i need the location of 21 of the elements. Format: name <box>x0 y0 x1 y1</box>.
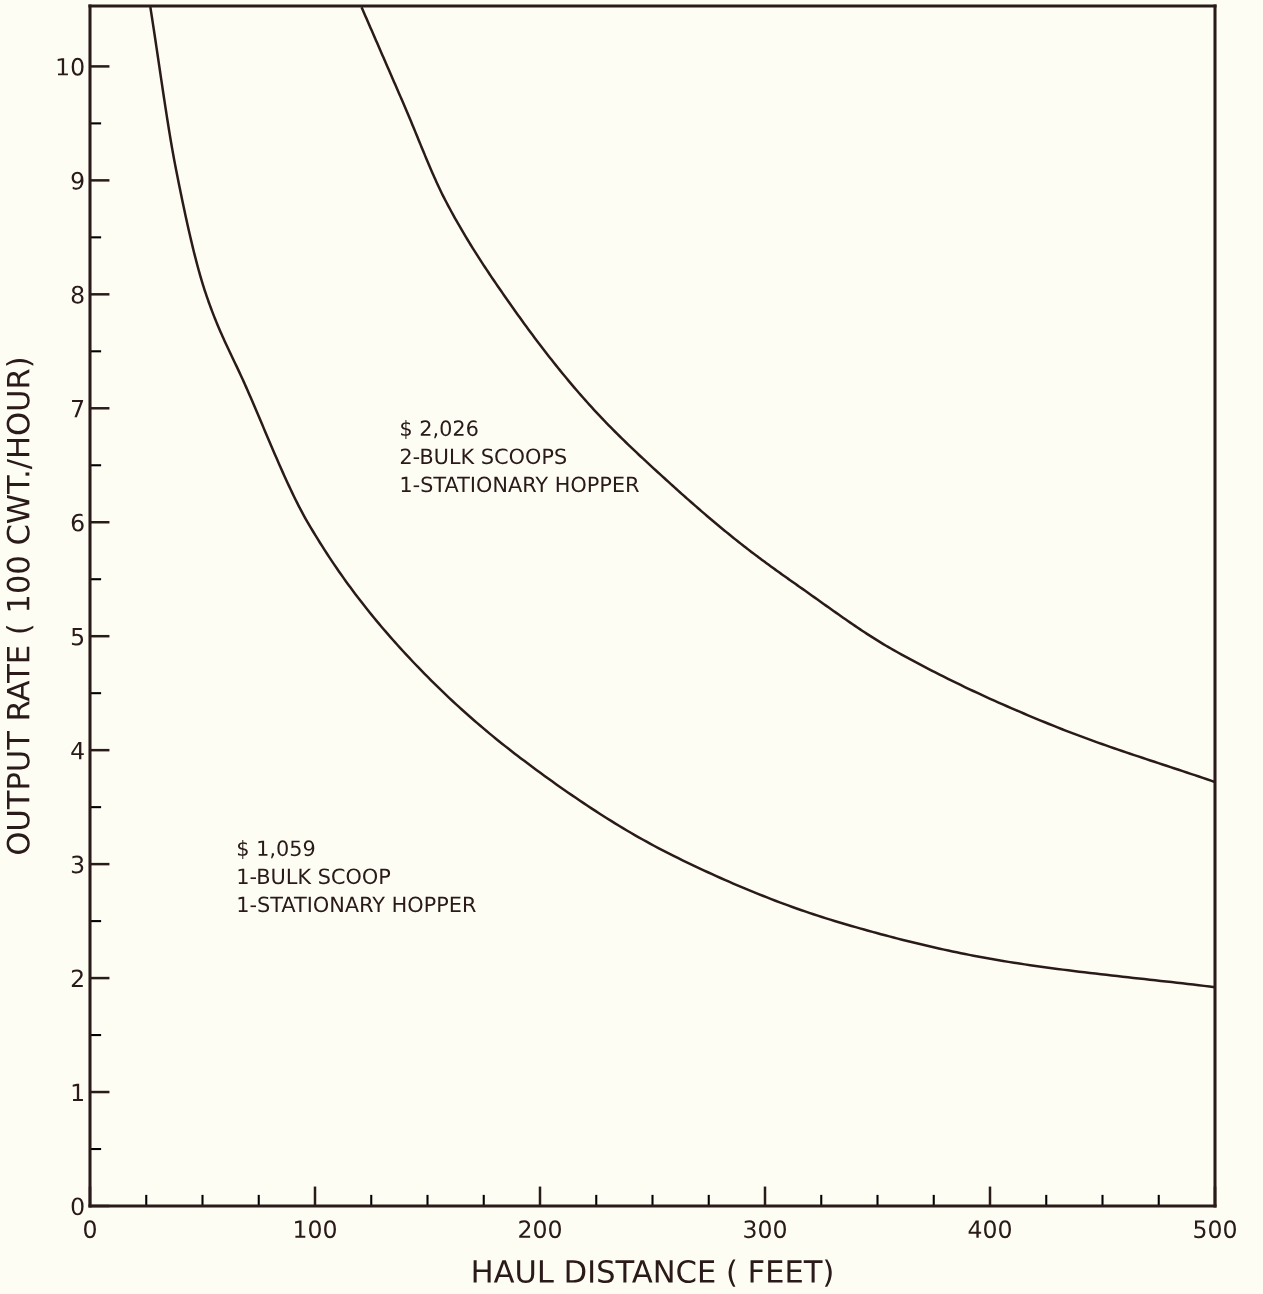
x-tick-label: 100 <box>295 1220 336 1239</box>
y-tick-label: 10 <box>57 57 84 76</box>
y-axis-title: OUTPUT RATE ( 100 CWT./HOUR) <box>6 358 34 854</box>
annotation: $ 2,026 2-BULK SCOOPS 1-STATIONARY HOPPER <box>400 420 639 493</box>
x-tick-label: 300 <box>744 1220 786 1239</box>
y-tick-label: 4 <box>71 741 84 760</box>
y-tick-label: 2 <box>71 969 83 988</box>
y-tick-label: 9 <box>71 171 84 190</box>
x-tick-label: 0 <box>84 1220 96 1239</box>
y-tick-label: 6 <box>71 513 84 532</box>
y-tick-label: 7 <box>72 400 84 418</box>
y-tick-label: 1 <box>72 1083 83 1102</box>
x-axis-title: HAUL DISTANCE ( FEET) <box>473 1259 832 1287</box>
y-tick-label: 3 <box>71 855 84 874</box>
x-tick-label: 400 <box>968 1220 1011 1239</box>
annotation: $ 1,059 1-BULK SCOOP 1-STATIONARY HOPPER <box>237 840 476 913</box>
y-tick-label: 0 <box>71 1197 84 1216</box>
x-tick-label: 200 <box>519 1220 561 1239</box>
y-tick-label: 8 <box>71 285 84 304</box>
y-tick-label: 5 <box>71 627 84 646</box>
x-tick-label: 500 <box>1194 1220 1236 1239</box>
